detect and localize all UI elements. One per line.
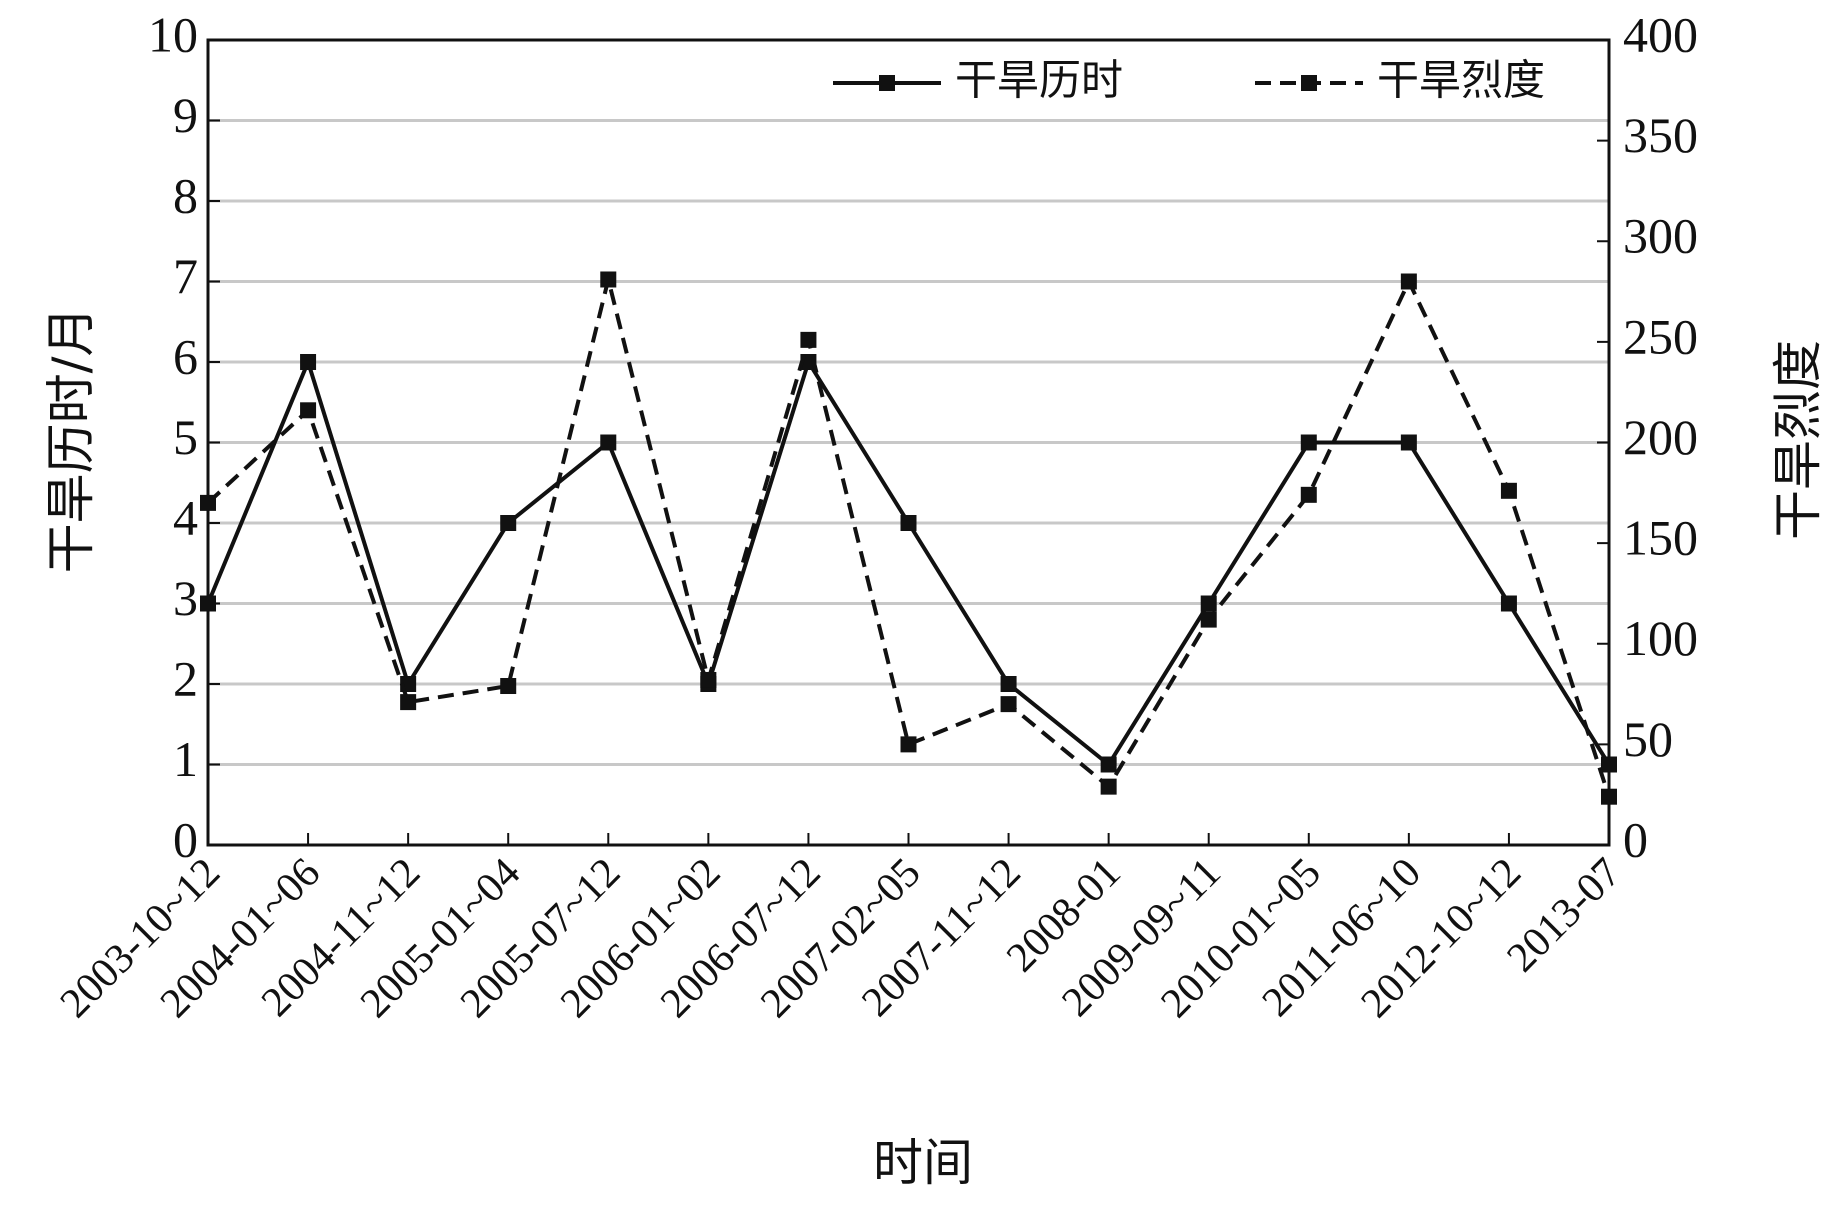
y2-tick-label: 250: [1623, 308, 1698, 364]
y-tick-label: 4: [173, 489, 198, 545]
y2-tick-label: 400: [1623, 6, 1698, 62]
point-marker: [400, 694, 417, 711]
y2-tick-label: 150: [1623, 510, 1698, 566]
y-axis-title: 干旱历时/月: [42, 307, 100, 574]
y-tick-label: 2: [173, 650, 198, 706]
point-marker: [200, 494, 216, 511]
x-axis-title: 时间: [873, 1134, 973, 1192]
point-marker: [500, 515, 517, 531]
point-marker: [1200, 595, 1217, 612]
series-line: [206, 356, 1611, 768]
point-marker: [800, 331, 817, 348]
y-tick-label: 1: [173, 731, 198, 787]
point-marker: [1601, 756, 1617, 773]
y-tick-label: 3: [173, 570, 198, 626]
point-marker: [1000, 676, 1017, 692]
y2-axis-title: 干旱烈度: [1769, 340, 1827, 540]
y-tick-label: 10: [148, 6, 198, 62]
y2-tick-label: 350: [1623, 107, 1698, 163]
y2-tick-label: 300: [1623, 208, 1698, 264]
series-line: [206, 276, 1611, 798]
point-marker: [700, 671, 717, 688]
legend-marker: [1301, 75, 1317, 91]
point-marker: [600, 271, 617, 288]
y2-tick-label: 0: [1623, 811, 1648, 867]
legend-label: 干旱烈度: [1377, 56, 1545, 105]
point-marker: [1100, 778, 1117, 795]
point-marker: [1300, 486, 1317, 503]
x-tick-label: 2013-07: [1499, 850, 1631, 982]
y2-tick-label: 100: [1623, 610, 1698, 666]
legend-marker: [879, 75, 895, 91]
point-marker: [1400, 273, 1417, 290]
y2-tick-label: 200: [1623, 409, 1698, 465]
point-marker: [1400, 434, 1417, 451]
point-marker: [1200, 611, 1217, 628]
y-tick-label: 6: [173, 328, 198, 384]
point-marker: [1000, 696, 1017, 713]
point-marker: [600, 434, 617, 451]
point-marker: [300, 354, 317, 370]
y-tick-label: 8: [173, 167, 198, 223]
legend-label: 干旱历时: [955, 56, 1123, 105]
y-tick-label: 0: [173, 811, 198, 867]
point-marker: [900, 515, 917, 531]
point-marker: [1601, 788, 1617, 805]
point-marker: [1100, 756, 1117, 773]
point-marker: [1500, 482, 1517, 499]
point-marker: [200, 595, 216, 612]
point-marker: [1300, 434, 1317, 451]
point-marker: [300, 402, 317, 419]
y-tick-label: 7: [173, 248, 198, 304]
y-tick-label: 9: [173, 87, 198, 143]
point-marker: [1500, 595, 1517, 612]
y2-tick-label: 50: [1623, 711, 1673, 767]
point-marker: [900, 736, 917, 753]
point-marker: [500, 678, 517, 695]
y-tick-label: 5: [173, 409, 198, 465]
